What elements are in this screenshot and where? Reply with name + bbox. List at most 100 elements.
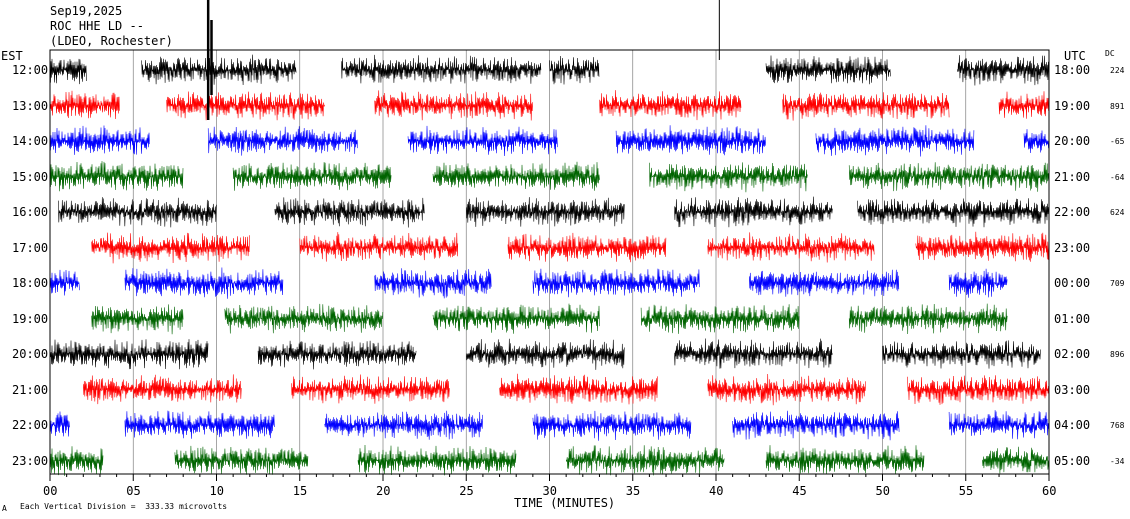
- trace-segment: [957, 55, 1050, 86]
- right-timezone-label: UTC: [1064, 49, 1086, 63]
- utc-hour-label: 00:00: [1054, 276, 1091, 290]
- trace-segment: [749, 269, 900, 297]
- trace-segment: [166, 91, 325, 121]
- trace-segment: [707, 373, 866, 406]
- utc-hour-label: 19:00: [1054, 98, 1091, 113]
- trace-segment: [49, 90, 120, 120]
- est-hour-label: 19:00: [12, 311, 49, 326]
- x-axis-title: TIME (MINUTES): [514, 496, 616, 510]
- trace-segment: [91, 232, 250, 264]
- est-hour-label: 15:00: [12, 169, 49, 184]
- trace-segment: [174, 445, 309, 475]
- dc-header: DC: [1105, 49, 1115, 58]
- utc-hour-label: 20:00: [1054, 134, 1091, 148]
- trace-segment: [49, 125, 150, 155]
- x-tick-label: 45: [792, 484, 807, 498]
- trace-segment: [507, 232, 667, 263]
- left-timezone-label: EST: [1, 49, 23, 63]
- trace-segment: [857, 198, 1049, 228]
- time-gridlines: [132, 50, 967, 474]
- trace-segment: [998, 91, 1049, 119]
- header-institution: (LDEO, Rochester): [50, 34, 173, 48]
- utc-hour-label: 18:00: [1054, 63, 1091, 77]
- trace-segment: [707, 232, 875, 263]
- plot-frame: [49, 49, 1050, 475]
- x-tick-label: 55: [958, 484, 974, 498]
- trace-segment: [599, 90, 742, 121]
- x-tick-label: 35: [625, 484, 641, 498]
- est-hour-label: 14:00: [12, 134, 49, 148]
- trace-segment: [848, 162, 1049, 192]
- trace-segment: [649, 162, 808, 193]
- header-station: ROC HHE LD --: [50, 19, 144, 33]
- dc-offset-value: 891: [1110, 101, 1125, 111]
- trace-segment: [948, 268, 1008, 298]
- trace-segment: [141, 54, 297, 86]
- trace-segment: [499, 373, 658, 405]
- trace-segment: [848, 303, 1008, 335]
- trace-segment: [374, 268, 492, 299]
- est-hour-label: 23:00: [12, 453, 49, 468]
- trace-segment: [49, 269, 80, 296]
- trace-segment: [291, 374, 450, 404]
- est-hour-label: 16:00: [12, 205, 49, 219]
- trace-segment: [83, 374, 242, 405]
- trace-segment: [815, 125, 975, 157]
- est-hour-label: 21:00: [12, 382, 49, 397]
- est-hour-label: 20:00: [12, 347, 49, 361]
- trace-segment: [49, 446, 104, 476]
- trace-segment: [432, 161, 600, 191]
- utc-hour-label: 04:00: [1054, 418, 1091, 432]
- trace-segment: [58, 197, 217, 228]
- trace-segment: [948, 410, 1049, 440]
- x-tick-label: 20: [376, 484, 391, 498]
- trace-segment: [257, 340, 417, 370]
- trace-segment: [357, 444, 517, 476]
- seismic-traces: [49, 54, 1050, 476]
- trace-segment: [49, 58, 87, 85]
- trace-segment: [732, 410, 900, 441]
- utc-hour-label: 01:00: [1054, 311, 1091, 326]
- trace-segment: [674, 196, 833, 228]
- trace-segment: [907, 375, 1050, 405]
- trace-segment: [565, 445, 725, 476]
- est-hour-label: 22:00: [12, 418, 49, 432]
- x-tick-label: 25: [459, 484, 474, 498]
- trace-segment: [232, 162, 392, 191]
- dc-offset-value: -64: [1110, 172, 1125, 182]
- est-hour-label: 17:00: [12, 240, 49, 255]
- trace-segment: [432, 303, 600, 334]
- x-tick-label: 50: [875, 484, 890, 498]
- x-tick-label: 10: [209, 484, 224, 498]
- x-tick-label: 15: [292, 484, 308, 498]
- header-date: Sep19,2025: [50, 4, 123, 18]
- trace-segment: [532, 268, 700, 298]
- utc-hour-label: 03:00: [1054, 382, 1091, 397]
- trace-segment: [640, 304, 800, 334]
- trace-segment: [49, 339, 209, 370]
- utc-hour-label: 02:00: [1054, 347, 1091, 361]
- trace-segment: [765, 445, 925, 475]
- utc-hour-label: 21:00: [1054, 169, 1091, 184]
- trace-segment: [466, 197, 625, 227]
- est-hour-label: 18:00: [12, 276, 49, 290]
- trace-segment: [299, 232, 459, 262]
- trace-segment: [982, 446, 1050, 474]
- x-tick-label: 05: [126, 484, 141, 498]
- dc-offset-value: 896: [1110, 350, 1125, 359]
- trace-segment: [49, 161, 184, 192]
- x-axis-ticks: [49, 474, 1050, 481]
- dc-offset-value: 709: [1110, 279, 1125, 288]
- trace-segment: [674, 338, 833, 369]
- est-hour-label: 13:00: [12, 98, 49, 113]
- trace-segment: [374, 90, 533, 121]
- trace-segment: [324, 410, 483, 440]
- trace-segment: [765, 55, 891, 85]
- trace-segment: [224, 303, 384, 334]
- trace-segment: [532, 410, 692, 441]
- x-tick-label: 00: [43, 484, 58, 498]
- trace-segment: [91, 304, 184, 335]
- corner-mark: A: [2, 504, 7, 513]
- dc-offset-value: 624: [1110, 208, 1125, 217]
